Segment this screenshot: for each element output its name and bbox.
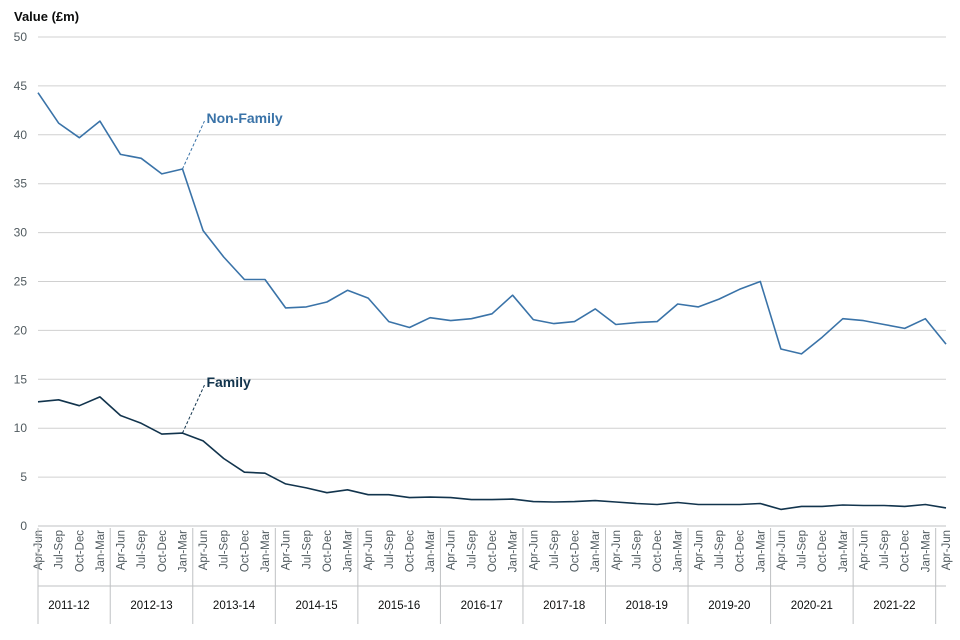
x-tick-label: Oct-Dec [404,530,416,572]
year-label: 2017-18 [543,600,585,612]
x-tick-label: Apr-Jun [363,530,375,570]
x-tick-label: Apr-Jun [446,530,458,570]
year-label: 2019-20 [708,600,750,612]
gridlines [38,36,946,478]
x-tick-label: Apr-Jun [693,530,705,570]
leader-line-non-family [182,120,205,170]
series-line-family [37,396,947,511]
y-tick-label: 35 [14,177,28,191]
x-tick-label: Oct-Dec [817,530,829,572]
x-tick-label: Apr-Jun [281,530,293,570]
year-label: 2020-21 [791,600,833,612]
x-tick-label: Jan-Mar [508,530,520,572]
x-tick-label: Apr-Jun [858,530,870,570]
x-tick-label: Apr-Jun [528,530,540,570]
x-tick-label: Apr-Jun [116,530,128,570]
series-lines [37,92,947,511]
x-tick-label: Jul-Sep [879,530,891,569]
y-tick-label: 15 [14,372,28,386]
x-tick-label: Oct-Dec [157,530,169,572]
x-tick-label: Apr-Jun [611,530,623,570]
y-tick-label: 25 [14,275,28,289]
x-axis: Apr-Jun Jul-Sep Oct-Dec Jan-Mar Apr-Jun Jul-S… [33,525,953,624]
y-tick-label: 5 [20,470,27,484]
x-tick-label: Jul-Sep [54,530,66,569]
x-tick-label: Jul-Sep [631,530,643,569]
y-tick-label: 30 [14,226,28,240]
x-tick-label: Jan-Mar [343,530,355,572]
year-label: 2013-14 [213,600,256,612]
y-tick-label: 0 [20,519,27,533]
year-label: 2012-13 [130,600,172,612]
x-tick-label: Oct-Dec [239,530,251,572]
x-tick-label: Jan-Mar [425,530,437,572]
year-label: 2016-17 [461,600,503,612]
x-tick-label: Oct-Dec [570,530,582,572]
series-label-non-family: Non-Family [206,110,282,126]
x-tick-label: Jan-Mar [177,530,189,572]
series-labels: Non-Family Family [182,110,283,434]
y-tick-label: 20 [14,323,28,337]
x-tick-label: Jul-Sep [466,530,478,569]
x-tick-label: Jul-Sep [136,530,148,569]
x-tick-label: Jan-Mar [673,530,685,572]
x-tick-label: Jul-Sep [384,530,396,569]
series-label-family: Family [206,374,251,390]
x-tick-label: Jul-Sep [549,530,561,569]
y-tick-label: 45 [14,79,28,93]
year-label: 2021-22 [873,600,915,612]
y-tick-label: 50 [14,30,28,44]
y-tick-label: 10 [14,421,28,435]
x-tick-label: Apr-Jun [776,530,788,570]
x-tick-label: Jan-Mar [838,530,850,572]
x-tick-label: Jul-Sep [219,530,231,569]
x-tick-label: Jan-Mar [590,530,602,572]
year-label: 2011-12 [48,600,89,612]
x-tick-label: Oct-Dec [322,530,334,572]
x-tick-label: Apr-Jun [198,530,210,570]
y-axis-title: Value (£m) [14,9,79,24]
x-tick-label: Jan-Mar [755,530,767,572]
y-tick-label: 40 [14,128,28,142]
x-tick-label: Jul-Sep [301,530,313,569]
x-tick-label: Apr-Jun [33,530,45,570]
x-tick-label: Oct-Dec [735,530,747,572]
x-tick-label: Apr-Jun [941,530,953,570]
year-label: 2015-16 [378,600,420,612]
series-line-non-family [37,92,947,355]
x-tick-label: Oct-Dec [652,530,664,572]
x-tick-label: Oct-Dec [900,530,912,572]
x-tick-label: Jul-Sep [714,530,726,569]
x-tick-label: Oct-Dec [74,530,86,572]
year-label: 2018-19 [626,600,668,612]
leader-line-family [182,384,205,434]
x-tick-label: Jan-Mar [95,530,107,572]
year-label: 2014-15 [295,600,337,612]
x-tick-label: Jan-Mar [260,530,272,572]
x-tick-label: Jul-Sep [797,530,809,569]
y-axis-ticks: 0 5 10 15 20 25 30 35 40 45 50 [14,30,28,533]
x-tick-label: Jan-Mar [920,530,932,572]
x-tick-label: Oct-Dec [487,530,499,572]
